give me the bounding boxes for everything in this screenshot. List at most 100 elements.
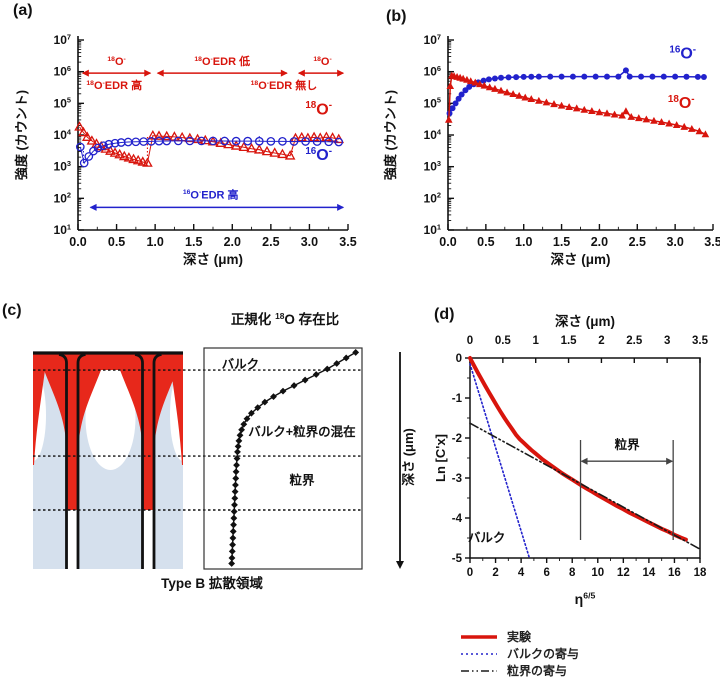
panel-d-label: (d): [434, 306, 455, 323]
x-tick-label: 18: [694, 567, 707, 579]
plot-area-panel-b: 101 102 103 104 105 106 107 0.0 0.5 1.0 1.5 2.0 2.5 3…: [383, 32, 720, 267]
top-tick-label: 3: [664, 335, 670, 347]
legend-label: バルクの寄与: [507, 647, 580, 661]
legend-item-2: 粒界の寄与: [460, 663, 579, 678]
edr-annotation: 18O-EDR 低: [194, 54, 250, 68]
top-tick-label: 0.5: [495, 335, 512, 347]
x-tick-label: 8: [569, 567, 576, 579]
y-tick-label: 101: [54, 222, 71, 237]
y-tick-label: 106: [424, 64, 441, 79]
bulk-annotation: バルク: [468, 531, 506, 545]
x-tick-label: 10: [591, 567, 604, 579]
x-tick-label: 3.0: [301, 235, 318, 249]
top-tick-label: 0: [467, 335, 473, 347]
y-tick-label: 102: [424, 191, 441, 206]
profile-box: [203, 347, 363, 570]
arrowhead-icon: [297, 69, 305, 77]
y-tick-label: 107: [54, 32, 71, 47]
y-axis-label-b: 強度 (カウント): [383, 90, 398, 180]
panel-c-title: 正規化 18O 存在比: [231, 311, 339, 327]
y-axis-label-d: Ln [C'x]: [433, 434, 448, 482]
region-label-0: バルク: [222, 358, 260, 372]
x-tick-label: 2.5: [629, 235, 646, 249]
panel-b-label: (b): [386, 8, 407, 25]
top-tick-label: 1: [533, 335, 540, 347]
x-tick-label: 0.0: [439, 235, 456, 249]
x-axis-label-a: 深さ (μm): [183, 251, 243, 267]
series-d-bulk: [469, 363, 531, 559]
panel-d-chart: 0 0.5 1 1.5 2 2.5 3 3.5 深さ (μm) 0 2 4 6 8 10 12 14 16 18 η6…: [433, 313, 709, 607]
x-tick-label: 0.5: [108, 235, 125, 249]
arrowhead-icon: [280, 69, 288, 77]
y-tick-label: 105: [424, 96, 441, 111]
legend-label: 粒界の寄与: [507, 664, 568, 678]
x-tick-label: 1.0: [146, 235, 163, 249]
x-tick-label: 2.0: [224, 235, 241, 249]
y-tick-label: 105: [54, 96, 71, 111]
series-b-O18: [444, 71, 710, 138]
y-tick-label: 103: [54, 159, 71, 174]
y-tick-label: 102: [54, 191, 71, 206]
panel-c-caption: Type B 拡散領域: [161, 575, 263, 591]
legend-item-1: バルクの寄与: [460, 646, 579, 661]
x-tick-label: 2: [492, 567, 498, 579]
x-tick-label: 3.0: [666, 235, 683, 249]
series-label-b: 18O-: [668, 94, 695, 112]
legend-label: 実験: [507, 630, 532, 644]
y-tick-label: 101: [424, 222, 441, 237]
x-axis-label-b: 深さ (μm): [550, 251, 610, 267]
y-tick-label: 107: [424, 32, 441, 47]
grain-boundary-line: [152, 353, 162, 569]
y-tick-label: -1: [452, 393, 463, 405]
x-tick-label: 0.0: [69, 235, 86, 249]
legend-line-sample: [461, 634, 497, 639]
y-tick-label: 0: [456, 353, 462, 365]
x-tick-label: 0: [467, 567, 473, 579]
series-label-a: 18O-: [305, 100, 332, 118]
plot-area-panel-a: 101 102 103 104 105 106 107 0.0 0.5 1.0 1.5 2.0 2.5 3…: [14, 32, 357, 267]
x-tick-label: 2.5: [262, 235, 279, 249]
edr-annotation: 18O-: [313, 56, 331, 68]
x-tick-label: 4: [518, 567, 525, 579]
series-label-b: 16O-: [669, 44, 696, 62]
depth-axis-label: 深さ (μm): [401, 428, 416, 486]
arrowhead-icon: [81, 69, 89, 77]
y-tick-label: -2: [452, 433, 462, 445]
x-tick-label: 1.0: [515, 235, 532, 249]
arrowhead-icon: [666, 457, 674, 465]
legend-line-sample: [461, 652, 497, 655]
arrowhead-icon: [156, 69, 164, 77]
region-label-1: バルク+粒界の混在: [248, 424, 355, 439]
x-tick-label: 1.5: [553, 235, 570, 249]
arrowhead-icon: [89, 203, 97, 211]
arrowhead-icon: [396, 561, 404, 569]
plot-area-panel-d: 0 0.5 1 1.5 2 2.5 3 3.5 深さ (μm) 0 2 4 6 8 10 12 14 16 18 η6…: [433, 313, 709, 607]
x-tick-label: 2.0: [591, 235, 608, 249]
top-axis-label: 深さ (μm): [555, 313, 615, 329]
y-tick-label: -5: [452, 553, 463, 565]
grain-boundary-line: [58, 353, 68, 569]
x-tick-label: 1.5: [185, 235, 202, 249]
edr-annotation: 18O-EDR 高: [86, 78, 142, 92]
arrowhead-icon: [337, 69, 345, 77]
x-tick-label: 12: [617, 567, 630, 579]
x-tick-label: 3.5: [704, 235, 720, 249]
y-tick-label: -3: [452, 473, 462, 485]
panel-c-label: (c): [2, 302, 22, 319]
series-d-gb: [469, 422, 700, 550]
normalized-18O-profile: [228, 349, 360, 567]
region-label-2: 粒界: [289, 473, 315, 488]
arrowhead-icon: [337, 203, 345, 211]
x-tick-label: 6: [543, 567, 549, 579]
legend-item-0: 実験: [460, 629, 579, 644]
y-tick-label: 106: [54, 64, 71, 79]
x-tick-label: 16: [668, 567, 681, 579]
x-tick-label: 14: [642, 567, 655, 579]
grain-boundary-line: [134, 353, 144, 569]
y-axis-label-a: 強度 (カウント): [14, 90, 29, 180]
arrowhead-icon: [144, 69, 152, 77]
y-tick-label: -4: [452, 513, 463, 525]
series-d-exp: [468, 356, 688, 542]
panel-a-label: (a): [13, 2, 33, 19]
